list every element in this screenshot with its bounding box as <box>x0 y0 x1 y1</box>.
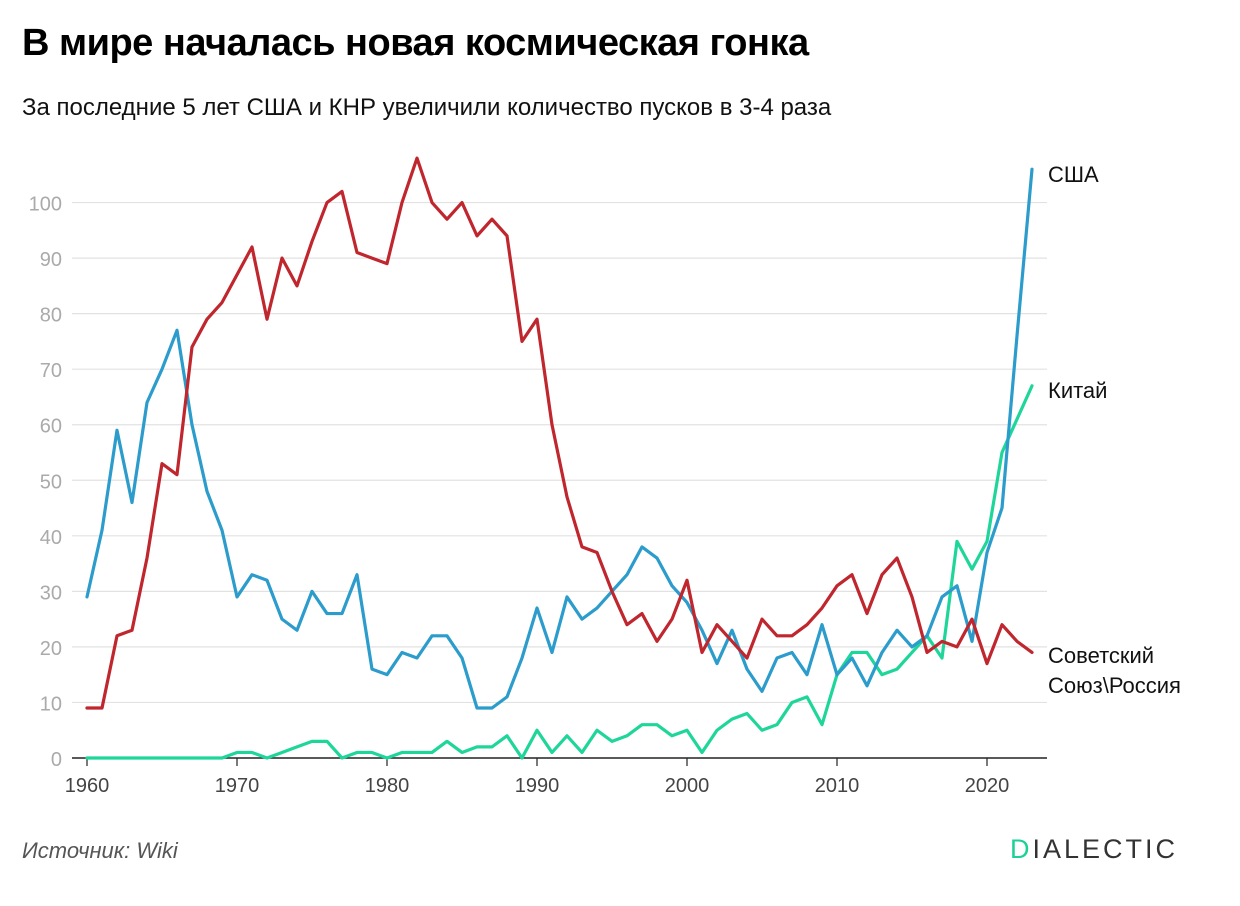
logo-accent-letter: D <box>1010 834 1033 864</box>
y-tick-label-50: 50 <box>40 471 62 493</box>
series-line-0 <box>85 167 1034 710</box>
chart-subtitle: За последние 5 лет США и КНР увеличили к… <box>22 94 832 121</box>
y-tick-label-60: 60 <box>40 416 62 438</box>
chart-title: В мире началась новая космическая гонка <box>22 22 809 64</box>
y-tick-label-70: 70 <box>40 360 62 382</box>
series-label-1-line-0: Советский <box>1048 643 1154 668</box>
series-label-2: Китай <box>1048 378 1107 403</box>
series-label-1-line-1: Союз\Россия <box>1048 673 1181 698</box>
y-tick-label-90: 90 <box>40 249 62 271</box>
x-tick-label-1990: 1990 <box>515 775 560 797</box>
x-tick-label-1970: 1970 <box>215 775 260 797</box>
x-tick-label-1980: 1980 <box>365 775 410 797</box>
x-tick-label-2020: 2020 <box>965 775 1010 797</box>
y-tick-label-80: 80 <box>40 305 62 327</box>
series-label-0: США <box>1048 162 1099 187</box>
y-tick-label-20: 20 <box>40 638 62 660</box>
y-tick-label-10: 10 <box>40 693 62 715</box>
x-tick-label-2010: 2010 <box>815 775 860 797</box>
series-line-2 <box>85 384 1034 760</box>
source-note: Источник: Wiki <box>22 838 178 863</box>
x-tick-label-2000: 2000 <box>665 775 710 797</box>
y-tick-label-100: 100 <box>29 194 62 216</box>
brand-logo: DIALECTIC <box>1010 834 1178 865</box>
y-tick-label-0: 0 <box>51 749 62 771</box>
x-tick-label-1960: 1960 <box>65 775 110 797</box>
series-line-1 <box>85 156 1034 710</box>
y-tick-label-30: 30 <box>40 582 62 604</box>
logo-text: IALECTIC <box>1032 834 1179 864</box>
y-tick-label-40: 40 <box>40 527 62 549</box>
